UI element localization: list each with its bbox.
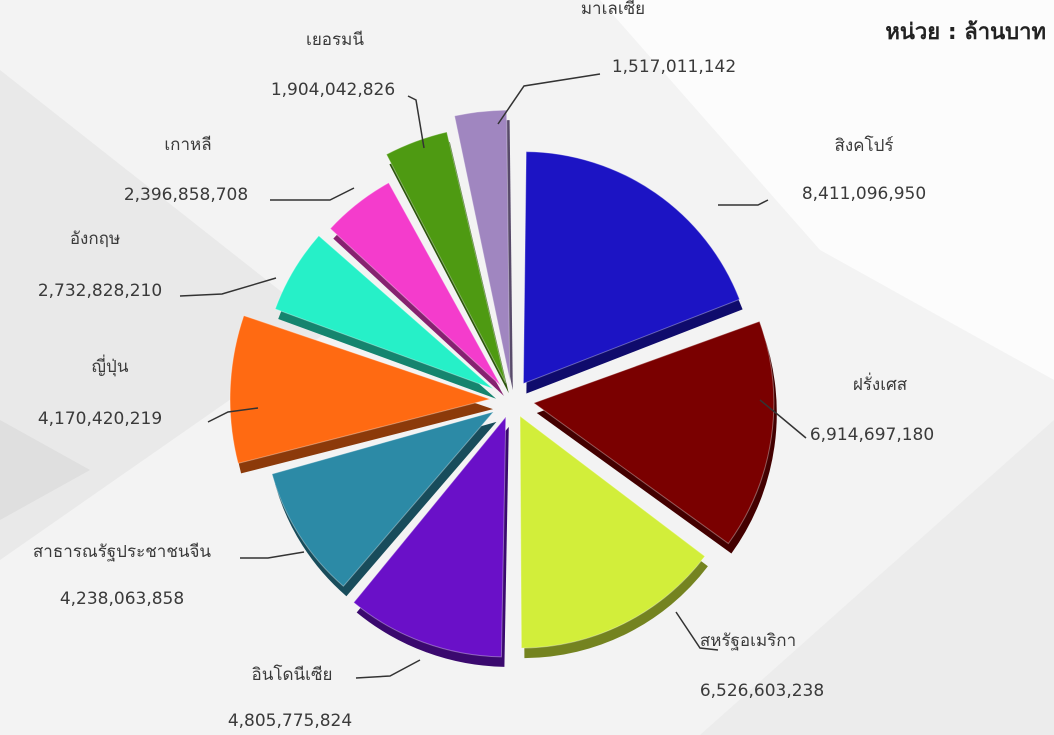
leader-line [407, 95, 425, 149]
slice-name-label: มาเลเซีย [581, 0, 645, 19]
pie-slices [229, 109, 777, 667]
slice-name-label: อังกฤษ [70, 229, 120, 249]
leader-line [718, 199, 769, 206]
slice-value-label: 1,517,011,142 [612, 57, 736, 77]
leader-lines [179, 73, 807, 679]
slice-value-label: 2,396,858,708 [124, 185, 248, 205]
slice-name-label: สิงคโปร์ [834, 135, 893, 156]
leader-line [497, 73, 601, 125]
slice-value-label: 8,411,096,950 [802, 184, 926, 204]
leader-line [675, 611, 719, 651]
slice-labels: สิงคโปร์ 8,411,096,950 ฝรั่งเศส 6,914,697,1… [33, 0, 934, 731]
leader-line [355, 659, 421, 679]
slice-value-label: 6,526,603,238 [700, 681, 824, 701]
pie-slice [229, 314, 492, 465]
leader-line [759, 399, 807, 439]
pie-slice [274, 234, 494, 390]
leader-line [240, 551, 305, 559]
pie-slice [352, 415, 507, 658]
pie-slice [453, 109, 511, 381]
pie-slice [519, 415, 706, 649]
slice-value-label: 4,238,063,858 [60, 589, 184, 609]
pie-slice [271, 410, 495, 587]
pie-slice [329, 182, 502, 387]
slice-name-label: เกาหลี [164, 135, 211, 155]
slice-value-label: 6,914,697,180 [810, 425, 934, 445]
slice-value-label: 4,170,420,219 [38, 409, 162, 429]
slice-value-label: 4,805,775,824 [228, 711, 352, 731]
leader-line [270, 187, 355, 201]
leader-line [207, 407, 259, 423]
pie-slice [385, 131, 507, 384]
slice-name-label: ญี่ปุ่น [92, 354, 129, 377]
slice-value-label: 1,904,042,826 [271, 80, 395, 100]
slice-name-label: อินโดนีเซีย [252, 664, 333, 685]
pie-slice [522, 151, 741, 385]
slice-name-label: สหรัฐอเมริกา [700, 631, 796, 651]
leader-line [179, 277, 277, 297]
slice-name-label: เยอรมนี [306, 30, 364, 50]
slice-name-label: สาธารณรัฐประชาชนจีน [33, 542, 212, 562]
unit-label: หน่วย : ล้านบาท [885, 20, 1046, 45]
slice-value-label: 2,732,828,210 [38, 281, 162, 301]
slice-name-label: ฝรั่งเศส [853, 372, 908, 395]
pie-slice [532, 320, 775, 545]
